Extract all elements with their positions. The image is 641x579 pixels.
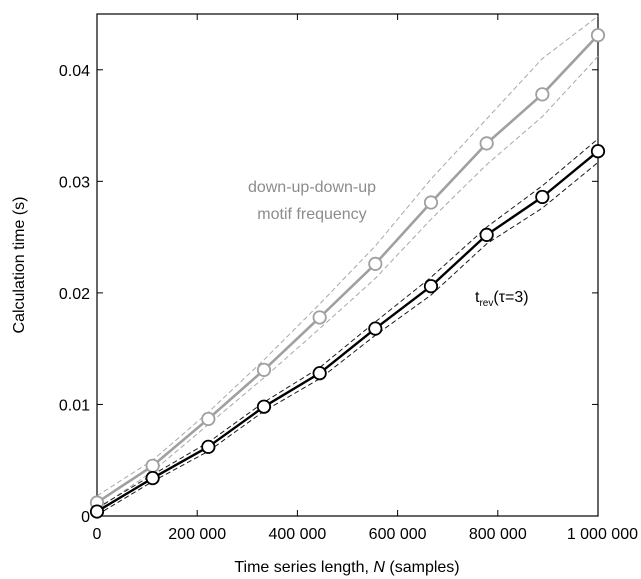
series-1-line xyxy=(96,150,599,513)
y-tick-label: 0.04 xyxy=(59,63,90,80)
x-axis-title-variable: N xyxy=(373,559,385,576)
plot-frame xyxy=(96,13,599,517)
series-label-trev: trev(τ=3) xyxy=(475,289,529,309)
series-0-line xyxy=(96,34,599,504)
series-1-point xyxy=(145,470,160,486)
series-lines xyxy=(96,34,599,513)
x-tick-label: 800 000 xyxy=(469,526,527,543)
series-1-band-upper xyxy=(96,138,599,509)
series-0-point xyxy=(479,136,494,151)
series-0-band-lower xyxy=(96,56,599,510)
series-1-point xyxy=(423,279,439,294)
series-label-trev-main: t xyxy=(475,289,480,306)
y-tick-label: 0.01 xyxy=(59,397,90,414)
series-0-point xyxy=(535,87,550,102)
x-tick-label: 400 000 xyxy=(268,526,326,543)
y-tick-label: 0.02 xyxy=(59,286,90,303)
x-axis-title: Time series length, N (samples) xyxy=(234,559,459,576)
series-0-point xyxy=(201,411,216,427)
y-tick-label: 0.03 xyxy=(59,174,90,191)
axis-ticks xyxy=(96,14,599,517)
series-1-point xyxy=(368,321,383,336)
series-0-point xyxy=(312,310,327,325)
confidence-bands xyxy=(96,15,599,516)
tick-labels: 0 200 000 400 000 600 000 800 000 1 000 000 0 0… xyxy=(59,63,638,543)
series-label-motif-line2: motif frequency xyxy=(257,206,366,223)
series-label-motif-line1: down-up-down-up xyxy=(248,179,376,196)
y-tick-label: 0 xyxy=(81,509,90,526)
x-tick-label: 1 000 000 xyxy=(567,526,638,543)
series-0-point xyxy=(423,195,439,210)
x-tick-label: 200 000 xyxy=(168,526,226,543)
series-markers xyxy=(89,28,606,519)
series-1-band-lower xyxy=(96,162,599,516)
x-axis-title-prefix: Time series length, xyxy=(234,559,373,576)
y-axis-title: Calculation time (s) xyxy=(11,197,28,334)
x-tick-label: 600 000 xyxy=(369,526,427,543)
series-0-band-upper xyxy=(96,15,599,497)
series-0-point xyxy=(256,362,272,377)
series-1-point xyxy=(479,227,494,242)
series-1-point xyxy=(590,144,606,159)
series-0-point xyxy=(590,28,606,43)
series-1-point xyxy=(89,504,105,519)
series-label-trev-sub: rev xyxy=(479,298,493,309)
series-1-point xyxy=(256,399,272,414)
series-1-point xyxy=(312,366,327,381)
series-1-point xyxy=(201,439,216,454)
x-axis-title-suffix: (samples) xyxy=(385,559,460,576)
x-tick-label: 0 xyxy=(93,526,102,543)
series-0-point xyxy=(368,256,383,271)
series-label-trev-rest: (τ=3) xyxy=(493,289,528,306)
series-0-point xyxy=(145,458,160,473)
series-1-point xyxy=(535,189,550,205)
